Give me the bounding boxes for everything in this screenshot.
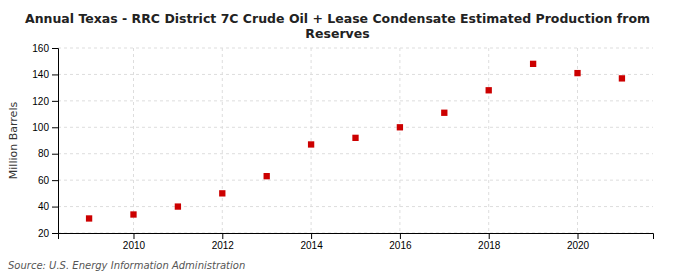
- x-tick-label: 2020: [567, 240, 590, 251]
- y-tick: 40: [38, 201, 58, 212]
- grid-line-x: [133, 48, 134, 233]
- x-axis: 2010 2012 2014 2016 2018 2020: [59, 233, 654, 251]
- grid-line-x: [222, 48, 223, 233]
- point: [352, 135, 358, 141]
- x-tick-mark: [400, 233, 401, 239]
- x-tick: 2016: [389, 233, 412, 251]
- point: [619, 75, 625, 81]
- x-tick-mark: [578, 233, 579, 239]
- y-tick: 100: [32, 122, 58, 133]
- y-tick-label: 120: [32, 96, 49, 107]
- grid-line-y: [58, 100, 653, 101]
- y-tick-label: 100: [32, 122, 49, 133]
- y-tick-mark: [52, 74, 58, 75]
- grid-line-x: [488, 48, 489, 233]
- y-tick-label: 80: [38, 148, 50, 159]
- y-tick-label: 160: [32, 43, 49, 54]
- point: [130, 211, 136, 217]
- point: [574, 70, 580, 76]
- x-tick-mark: [489, 233, 490, 239]
- y-tick-mark: [52, 154, 58, 155]
- x-tick-label: 2018: [478, 240, 501, 251]
- x-tick: 2014: [300, 233, 323, 251]
- x-tick-label: 2016: [389, 240, 412, 251]
- x-tick-label: 2012: [212, 240, 235, 251]
- grid: [58, 48, 653, 233]
- grid-line-y: [58, 153, 653, 154]
- y-tick: 140: [32, 69, 58, 80]
- y-tick-mark: [52, 233, 58, 234]
- y-tick-mark: [52, 207, 58, 208]
- point: [486, 87, 492, 93]
- points: [86, 61, 625, 222]
- grid-line-y: [58, 48, 653, 49]
- grid-line-y: [58, 206, 653, 207]
- grid-line-x: [399, 48, 400, 233]
- y-tick: 80: [38, 148, 58, 159]
- x-tick-mark: [133, 233, 134, 239]
- point: [175, 203, 181, 209]
- x-tick-label: 2010: [123, 240, 146, 251]
- y-tick-mark: [52, 48, 58, 49]
- y-tick-label: 60: [38, 175, 50, 186]
- x-tick-mark: [311, 233, 312, 239]
- point: [264, 173, 270, 179]
- point: [308, 141, 314, 147]
- y-tick: 160: [32, 43, 58, 54]
- grid-line-y: [58, 127, 653, 128]
- x-tick: 2010: [123, 233, 146, 251]
- y-tick-mark: [52, 101, 58, 102]
- y-tick: 60: [38, 175, 58, 186]
- point: [219, 190, 225, 196]
- source: Source: U.S. Energy Information Administ…: [8, 260, 245, 271]
- x-axis-line: [59, 234, 654, 240]
- point: [530, 61, 536, 67]
- x-tick-mark: [222, 233, 223, 239]
- title: Annual Texas - RRC District 7C Crude Oil…: [25, 11, 650, 41]
- y-tick-mark: [52, 180, 58, 181]
- chart: Annual Texas - RRC District 7C Crude Oil…: [0, 0, 675, 275]
- point: [397, 124, 403, 130]
- y-tick-label: 40: [38, 201, 50, 212]
- x-tick-label: 2014: [300, 240, 323, 251]
- grid-line-x: [311, 48, 312, 233]
- y-tick-label: 140: [32, 69, 49, 80]
- y-tick-mark: [52, 127, 58, 128]
- point: [441, 110, 447, 116]
- y-axis-title: Million Barrels: [7, 102, 20, 180]
- grid-line-y: [58, 180, 653, 181]
- point: [86, 215, 92, 221]
- plot: 2010201220142016201820202040608010012014…: [32, 43, 653, 251]
- y-tick-label: 20: [38, 228, 50, 239]
- y-axis: 20 40 60 80 100 120 140 160: [32, 43, 58, 239]
- y-axis-line: [52, 49, 59, 234]
- x-tick: 2020: [567, 233, 590, 251]
- y-tick: 120: [32, 96, 58, 107]
- x-tick: 2012: [212, 233, 235, 251]
- x-tick: 2018: [478, 233, 501, 251]
- y-tick: 20: [38, 228, 58, 239]
- grid-line-y: [58, 74, 653, 75]
